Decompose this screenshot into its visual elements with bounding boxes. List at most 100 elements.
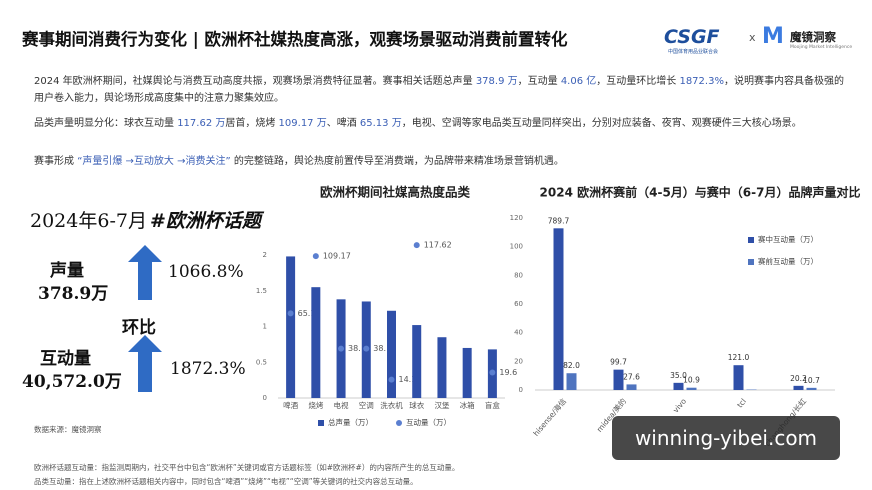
bar <box>437 337 447 398</box>
bar <box>553 228 564 390</box>
x-tick-label: hisense/海信 <box>531 396 569 438</box>
data-label: 38. <box>348 344 361 353</box>
page-title: 赛事期间消费行为变化 | 欧洲杯社媒热度高涨，观赛场景驱动消费前置转化 <box>22 30 568 49</box>
logo-moojing: 魔镜洞察 <box>790 30 836 44</box>
arrow-up <box>128 335 162 392</box>
bar <box>412 325 422 398</box>
highlight: 117.62 万 <box>177 118 226 129</box>
kpi-interaction-label: 互动量 <box>40 349 91 369</box>
logo-m-icon: M <box>762 24 784 49</box>
y-tick-label: 80 <box>514 271 523 279</box>
data-label: 10.7 <box>803 376 820 385</box>
x-tick-label: tcl <box>735 397 748 410</box>
bar <box>793 385 804 390</box>
bar <box>686 387 697 390</box>
text: ，互动量 <box>517 76 561 87</box>
legend-label: 总声量（万） <box>328 417 373 427</box>
chart-title: 2024 欧洲杯赛前（4-5月）与赛中（6-7月）品牌声量对比 <box>540 185 861 200</box>
bar <box>311 287 321 398</box>
x-tick-label: 洗衣机 <box>380 400 403 410</box>
y-tick-label: 120 <box>510 214 523 222</box>
bar <box>626 384 637 390</box>
legend-swatch <box>748 259 754 265</box>
x-tick-label: 球衣 <box>409 400 424 410</box>
chart-title: 欧洲杯期间社媒高热度品类 <box>320 185 471 200</box>
bar <box>462 347 472 398</box>
kpi-volume-label: 声量 <box>50 261 84 281</box>
legend-swatch <box>748 237 754 243</box>
logo-csgf-sub: 中国体育用品业联合会 <box>668 49 719 55</box>
legend-label: 赛前互动量（万） <box>758 256 818 266</box>
kpi-topic: #欧洲杯话题 <box>150 210 261 232</box>
data-label: 19.6 <box>499 368 517 377</box>
x-tick-label: 电视 <box>334 400 349 410</box>
dot <box>363 345 370 352</box>
legend-swatch <box>318 420 324 426</box>
x-tick-label: 汉堡 <box>434 400 449 410</box>
y-tick-label: 20 <box>514 357 523 365</box>
y-tick-label: 100 <box>510 243 523 251</box>
paragraph: 2024 年欧洲杯期间，社媒舆论与消费互动高度共振，观赛场景消费特征显著。赛事相… <box>34 73 844 107</box>
logo-csgf: CSGF <box>664 26 720 48</box>
kpi-volume: 378.9万 <box>38 284 109 304</box>
legend-label: 互动量（万） <box>406 417 451 427</box>
data-label: 10.9 <box>683 376 700 385</box>
highlight: 1872.3% <box>679 76 724 87</box>
data-label: 789.7 <box>548 216 570 225</box>
x-tick-label: 空调 <box>359 400 374 410</box>
data-label: 82.0 <box>563 361 580 370</box>
kpi-growth-label: 环比 <box>122 318 156 338</box>
y-tick-label: 2 <box>263 251 267 259</box>
y-tick-label: 60 <box>514 300 523 308</box>
y-tick-label: 0 <box>519 386 523 394</box>
arrow-up <box>128 245 162 300</box>
text: 品类声量明显分化：球衣互动量 <box>34 118 178 129</box>
text: ，互动量环比增长 <box>596 76 680 87</box>
logo-sep: x <box>749 31 756 44</box>
legend-swatch <box>396 420 402 426</box>
data-label: 14.1 <box>399 375 417 384</box>
bar <box>733 365 744 390</box>
bar <box>673 382 684 390</box>
highlight: 378.9 万 <box>475 76 518 87</box>
x-tick-label: 盲盒 <box>485 400 500 410</box>
data-label: 35.0 <box>670 371 687 380</box>
highlight: 109.17 万 <box>278 118 327 129</box>
paragraph: 品类声量明显分化：球衣互动量 117.62 万居首，烧烤 109.17 万、啤酒… <box>34 115 844 132</box>
y-tick-label: 40 <box>514 329 523 337</box>
x-tick-label: 冰箱 <box>460 400 475 410</box>
dot <box>489 369 496 376</box>
data-label: 20.2 <box>790 374 807 383</box>
x-tick-label: 啤酒 <box>283 400 298 410</box>
data-label: 117.62 <box>424 241 452 250</box>
text: 、啤酒 <box>326 118 360 129</box>
legend-label: 赛中互动量（万） <box>758 234 818 244</box>
footer-line: 数据来源：魔镜洞察 <box>34 425 102 434</box>
text: 的完整链路，舆论热度前置传导至消费端，为品牌带来精准场景营销机遇。 <box>230 156 564 167</box>
dot <box>312 253 319 260</box>
y-tick-label: 1 <box>263 323 267 331</box>
logo-moojing-sub: Moojing Market Intelligence <box>790 45 853 50</box>
paragraph: 赛事形成 “声量引爆 →互动放大 →消费关注” 的完整链路，舆论热度前置传导至消… <box>34 153 844 170</box>
footer-line: 品类互动量：指在上述欧洲杯话题相关内容中，同时包含“啤酒”“烧烤”“电视”“空调… <box>34 477 418 486</box>
y-tick-label: 0.5 <box>256 358 267 366</box>
dot <box>413 242 420 249</box>
bar <box>286 256 296 398</box>
kpi-interaction: 40,572.0万 <box>22 372 122 392</box>
kpi-period: 2024年6-7月 <box>30 210 147 232</box>
dot <box>287 310 294 317</box>
data-label: 99.7 <box>610 358 627 367</box>
text: 赛事形成 <box>34 156 78 167</box>
highlight: “声量引爆 →互动放大 →消费关注” <box>77 156 231 167</box>
data-label: 65.1 <box>298 309 316 318</box>
text: ，电视、空调等家电品类互动量同样突出，分别对应装备、夜宵、观赛硬件三大核心场景。 <box>401 118 802 129</box>
x-tick-label: 烧烤 <box>308 400 323 410</box>
bar <box>566 373 577 390</box>
y-tick-label: 0 <box>263 394 267 402</box>
dot <box>388 376 395 383</box>
text: 2024 年欧洲杯期间，社媒舆论与消费互动高度共振，观赛场景消费特征显著。赛事相… <box>34 76 476 87</box>
text: 居首，烧烤 <box>225 118 279 129</box>
bar <box>387 310 396 398</box>
